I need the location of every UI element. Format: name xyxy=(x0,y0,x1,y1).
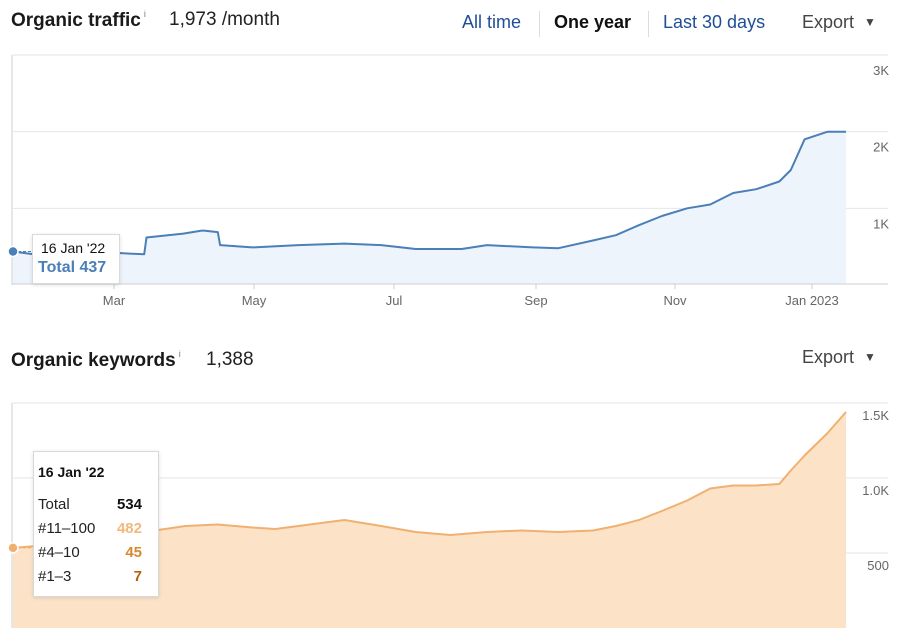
tooltip-value: 482 xyxy=(116,520,142,537)
hover-marker xyxy=(7,542,19,554)
x-tick-label: Sep xyxy=(524,293,547,308)
hover-marker xyxy=(7,245,19,258)
caret-down-icon: ▼ xyxy=(864,15,876,29)
tooltip-total: Total 437 xyxy=(38,259,107,276)
info-icon[interactable]: i xyxy=(178,349,181,359)
range-divider xyxy=(648,11,649,37)
organic-traffic-panel: Organic traffic i 1,973 /month All time O… xyxy=(7,0,899,308)
tooltip-date: 16 Jan '22 xyxy=(38,464,105,480)
organic-keywords-panel: Organic keywords i 1,388 Export ▼ 500 1.0K 1… xyxy=(0,340,910,628)
y-tick-label: 500 xyxy=(867,558,889,573)
tooltip-row-11-100: #11–100 482 xyxy=(38,520,142,537)
y-tick-label: 1K xyxy=(873,216,889,231)
keywords-export-button[interactable]: Export ▼ xyxy=(802,347,876,367)
tooltip-date: 16 Jan '22 xyxy=(41,240,106,256)
keywords-title: Organic keywords i xyxy=(11,349,181,371)
traffic-metric: 1,973 /month xyxy=(169,9,280,30)
y-tick-label: 2K xyxy=(873,140,889,155)
x-tick-label: May xyxy=(242,293,267,308)
caret-down-icon: ▼ xyxy=(864,350,876,364)
y-tick-label: 1.0K xyxy=(862,483,889,498)
keywords-metric: 1,388 xyxy=(206,349,254,370)
keywords-header: Organic keywords i 1,388 Export ▼ xyxy=(11,340,899,384)
series-area xyxy=(13,412,846,628)
x-tick-label: Mar xyxy=(103,293,126,308)
traffic-export-button[interactable]: Export ▼ xyxy=(802,12,876,32)
tooltip-row-total: Total 534 xyxy=(38,496,142,513)
traffic-chart: 1K 2K 3K Mar May Jul Sep Nov Jan 2023 xyxy=(7,54,889,308)
traffic-header: Organic traffic i 1,973 /month All time O… xyxy=(11,0,899,44)
range-divider xyxy=(539,11,540,37)
y-tick-label: 1.5K xyxy=(862,408,889,423)
tooltip-row-4-10: #4–10 45 xyxy=(38,544,142,561)
tooltip-value: 534 xyxy=(116,496,142,513)
tooltip-value: 45 xyxy=(125,544,142,561)
tooltip-value: 7 xyxy=(133,568,142,585)
traffic-title: Organic traffic i xyxy=(11,9,146,31)
y-tick-label: 3K xyxy=(873,63,889,78)
x-tick-label: Nov xyxy=(663,293,687,308)
info-icon[interactable]: i xyxy=(143,9,146,19)
range-last-30-days-button[interactable]: Last 30 days xyxy=(663,12,766,32)
tooltip-row-1-3: #1–3 7 xyxy=(38,568,142,585)
keywords-tooltip: 16 Jan '22 Total 534 #11–100 482 #4–10 4… xyxy=(33,451,159,597)
x-tick-label: Jul xyxy=(386,293,403,308)
series-line xyxy=(12,130,846,258)
traffic-tooltip: 16 Jan '22 Total 437 xyxy=(32,234,120,284)
range-one-year-button[interactable]: One year xyxy=(554,12,632,32)
x-tick-label: Jan 2023 xyxy=(785,293,839,308)
range-all-time-button[interactable]: All time xyxy=(462,12,522,32)
